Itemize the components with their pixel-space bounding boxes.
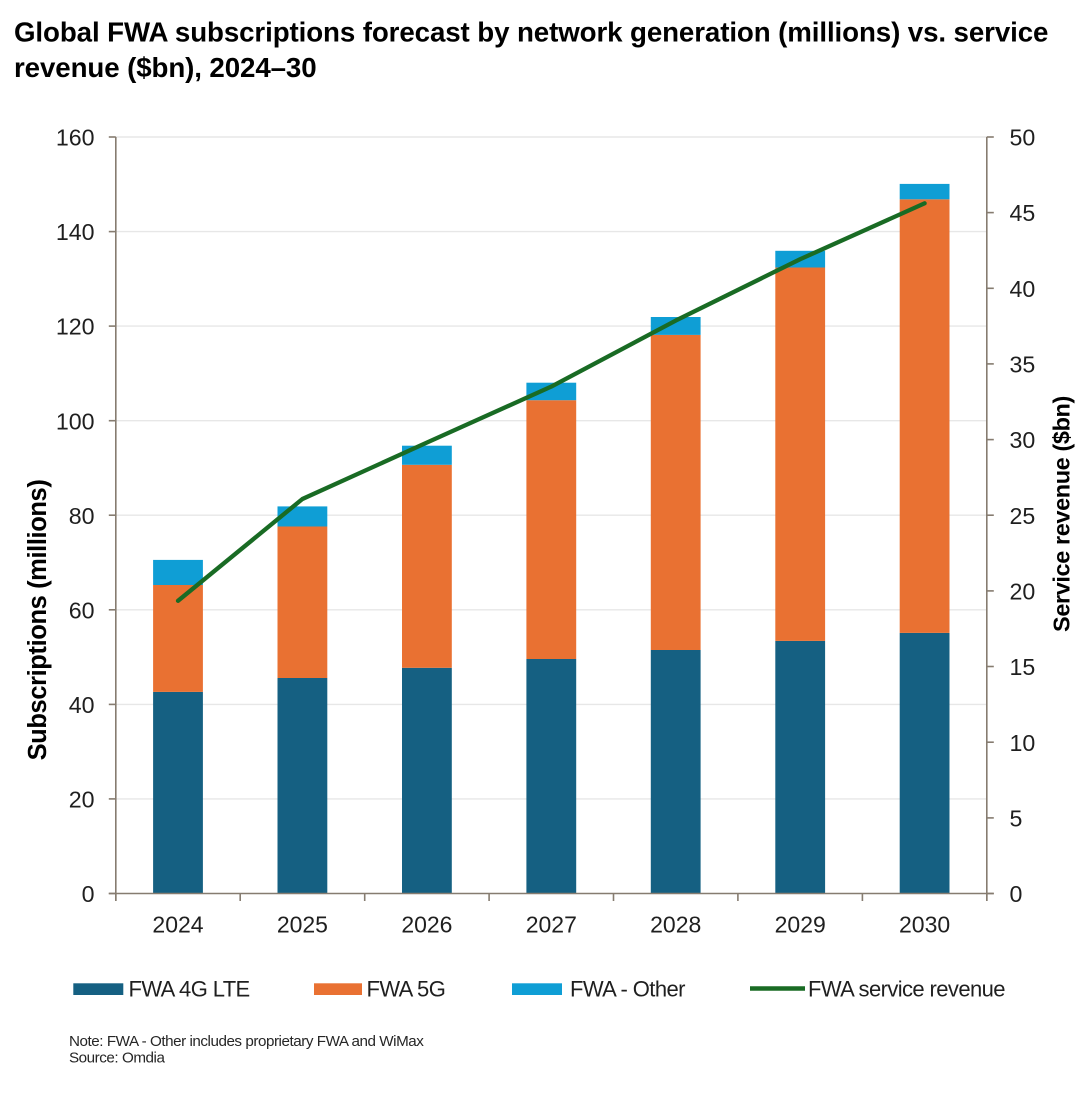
svg-text:2024: 2024 bbox=[152, 912, 203, 938]
svg-text:2027: 2027 bbox=[526, 912, 577, 938]
svg-text:0: 0 bbox=[1010, 881, 1023, 907]
svg-text:2028: 2028 bbox=[650, 912, 701, 938]
svg-text:120: 120 bbox=[56, 314, 95, 340]
svg-text:35: 35 bbox=[1010, 352, 1036, 378]
svg-text:80: 80 bbox=[69, 503, 95, 529]
svg-text:FWA service revenue: FWA service revenue bbox=[808, 977, 1005, 1002]
svg-text:140: 140 bbox=[56, 219, 95, 245]
svg-text:60: 60 bbox=[69, 597, 95, 623]
svg-text:25: 25 bbox=[1010, 503, 1036, 529]
svg-text:100: 100 bbox=[56, 408, 95, 434]
svg-text:10: 10 bbox=[1010, 730, 1036, 756]
svg-text:50: 50 bbox=[1010, 125, 1036, 151]
svg-text:Global FWA subscriptions forec: Global FWA subscriptions forecast by net… bbox=[14, 17, 1048, 48]
svg-text:30: 30 bbox=[1010, 427, 1036, 453]
svg-text:40: 40 bbox=[69, 692, 95, 718]
svg-text:2026: 2026 bbox=[401, 912, 452, 938]
svg-text:0: 0 bbox=[82, 881, 95, 907]
svg-text:2030: 2030 bbox=[899, 912, 950, 938]
svg-text:FWA 5G: FWA 5G bbox=[367, 977, 446, 1002]
svg-text:15: 15 bbox=[1010, 654, 1036, 680]
svg-text:2029: 2029 bbox=[775, 912, 826, 938]
svg-text:160: 160 bbox=[56, 125, 95, 151]
svg-text:5: 5 bbox=[1010, 806, 1023, 832]
svg-text:40: 40 bbox=[1010, 276, 1036, 302]
svg-text:2025: 2025 bbox=[277, 912, 328, 938]
svg-text:20: 20 bbox=[69, 787, 95, 813]
svg-text:Service revenue ($bn): Service revenue ($bn) bbox=[1049, 396, 1075, 632]
svg-text:Note: FWA - Other includes pro: Note: FWA - Other includes proprietary F… bbox=[69, 1033, 424, 1050]
svg-text:45: 45 bbox=[1010, 200, 1036, 226]
svg-text:revenue ($bn), 2024–30: revenue ($bn), 2024–30 bbox=[14, 52, 317, 83]
svg-text:Subscriptions (millions): Subscriptions (millions) bbox=[24, 480, 52, 761]
svg-text:FWA 4G LTE: FWA 4G LTE bbox=[129, 977, 250, 1002]
svg-text:20: 20 bbox=[1010, 579, 1036, 605]
svg-text:Source: Omdia: Source: Omdia bbox=[69, 1050, 165, 1067]
svg-text:FWA - Other: FWA - Other bbox=[570, 977, 685, 1002]
